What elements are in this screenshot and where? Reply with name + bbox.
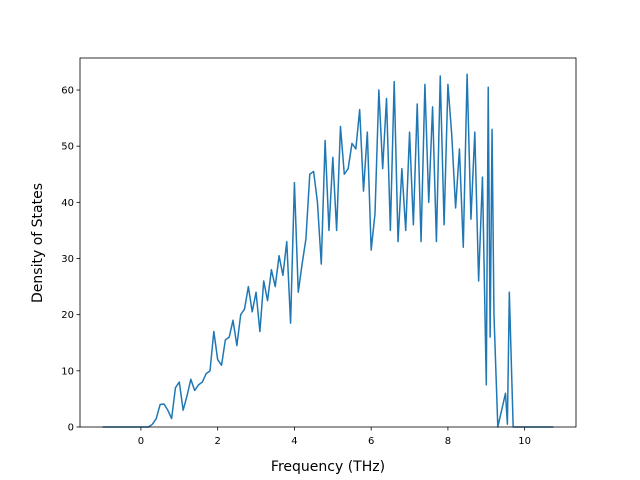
x-tick-label: 8 xyxy=(445,436,451,447)
y-axis-label: Density of States xyxy=(30,183,46,303)
y-tick-label: 50 xyxy=(61,142,74,153)
x-tick-label: 6 xyxy=(368,436,374,447)
y-tick-label: 20 xyxy=(61,310,74,321)
x-tick-label: 2 xyxy=(214,436,220,447)
y-tick-label: 30 xyxy=(61,254,74,265)
x-tick-label: 0 xyxy=(138,436,144,447)
x-tick-label: 4 xyxy=(291,436,297,447)
line-series xyxy=(102,73,554,428)
x-tick-label: 10 xyxy=(518,436,531,447)
y-tick-label: 60 xyxy=(61,86,74,97)
plot-frame xyxy=(79,57,577,428)
x-axis-label: Frequency (THz) xyxy=(271,459,385,475)
y-tick-label: 0 xyxy=(68,423,74,434)
y-tick-label: 40 xyxy=(61,198,74,209)
y-tick-label: 10 xyxy=(61,366,74,377)
